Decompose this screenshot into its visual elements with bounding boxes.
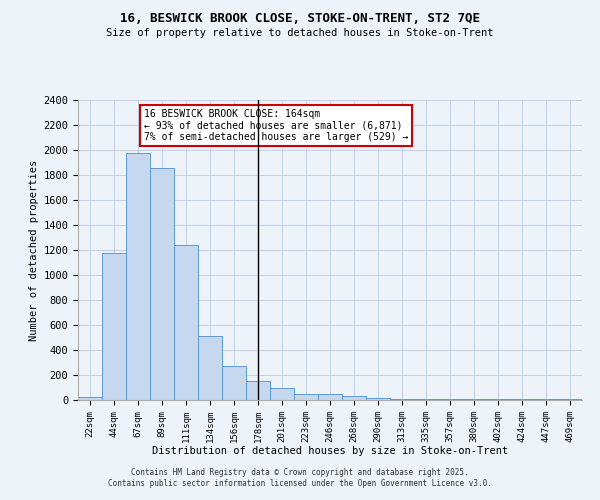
Bar (174, 245, 198, 400)
Text: 16 BESWICK BROOK CLOSE: 164sqm
← 93% of detached houses are smaller (6,871)
7% o: 16 BESWICK BROOK CLOSE: 164sqm ← 93% of … (143, 109, 408, 142)
Bar (366, 398, 390, 400)
Bar (126, 152, 150, 400)
Bar (102, 253, 126, 400)
Text: Size of property relative to detached houses in Stoke-on-Trent: Size of property relative to detached ho… (106, 28, 494, 38)
X-axis label: Distribution of detached houses by size in Stoke-on-Trent: Distribution of detached houses by size … (152, 446, 508, 456)
Bar (150, 168, 174, 400)
Bar (246, 380, 270, 400)
Bar (78, 397, 102, 400)
Text: 16, BESWICK BROOK CLOSE, STOKE-ON-TRENT, ST2 7QE: 16, BESWICK BROOK CLOSE, STOKE-ON-TRENT,… (120, 12, 480, 26)
Bar (318, 394, 342, 400)
Bar (222, 366, 246, 400)
Bar (342, 396, 366, 400)
Bar (390, 399, 414, 400)
Bar (198, 336, 222, 400)
Bar (270, 388, 294, 400)
Text: Contains HM Land Registry data © Crown copyright and database right 2025.
Contai: Contains HM Land Registry data © Crown c… (108, 468, 492, 487)
Y-axis label: Number of detached properties: Number of detached properties (29, 160, 39, 340)
Bar (294, 394, 318, 400)
